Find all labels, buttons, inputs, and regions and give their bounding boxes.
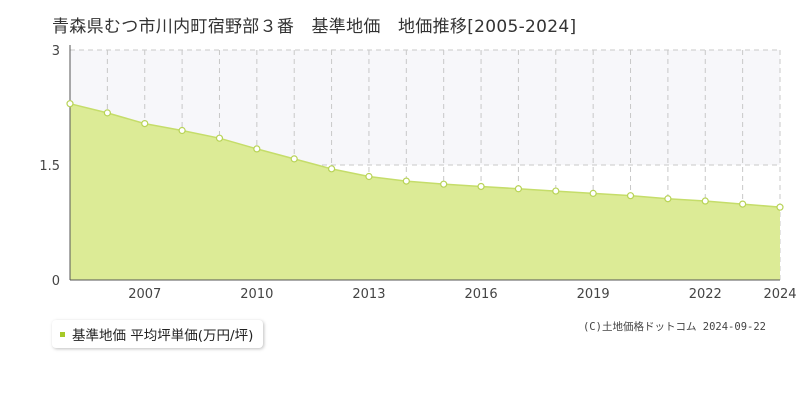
data-point-2006 xyxy=(103,109,111,117)
data-point-2023 xyxy=(739,200,747,208)
chart-title: 青森県むつ市川内町宿野部３番 基準地価 地価推移[2005-2024] xyxy=(52,17,577,37)
data-point-2005 xyxy=(66,100,74,108)
y-tick-label-0: 0 xyxy=(52,274,60,289)
data-point-2021 xyxy=(664,195,672,203)
data-point-2009 xyxy=(215,134,224,142)
x-tick-label-2016: 2016 xyxy=(465,287,498,302)
data-point-2014 xyxy=(402,177,410,185)
y-tick-label-1.5: 1.5 xyxy=(39,159,60,174)
legend-label: 基準地価 平均坪単価(万円/坪) xyxy=(72,328,254,344)
data-point-2012 xyxy=(327,165,336,173)
data-point-2016 xyxy=(477,182,485,191)
x-tick-label-2022: 2022 xyxy=(689,287,722,302)
data-point-2011 xyxy=(290,155,298,163)
series-area xyxy=(70,103,780,281)
legend: 基準地価 平均坪単価(万円/坪) xyxy=(52,320,264,348)
series-line xyxy=(69,102,781,208)
x-tick-label-2010: 2010 xyxy=(240,287,273,302)
data-point-2008 xyxy=(178,126,186,135)
data-point-2022 xyxy=(701,197,709,205)
data-point-2018 xyxy=(552,187,560,195)
legend-marker xyxy=(60,331,65,337)
data-point-2024 xyxy=(776,203,784,211)
data-point-2010 xyxy=(253,145,261,153)
data-point-2020 xyxy=(626,192,635,200)
data-point-2019 xyxy=(589,189,597,197)
data-point-2015 xyxy=(440,180,448,188)
y-tick-label-3: 3 xyxy=(52,44,60,59)
x-tick-label-2024: 2024 xyxy=(763,287,796,302)
x-tick-label-2013: 2013 xyxy=(352,287,385,302)
data-point-2013 xyxy=(365,172,373,181)
x-tick-label-2007: 2007 xyxy=(128,287,161,302)
x-tick-label-2019: 2019 xyxy=(577,287,610,302)
data-point-2017 xyxy=(514,185,523,193)
data-point-2007 xyxy=(141,119,149,128)
copyright-credit: (C)土地価格ドットコム 2024-09-22 xyxy=(582,321,766,333)
